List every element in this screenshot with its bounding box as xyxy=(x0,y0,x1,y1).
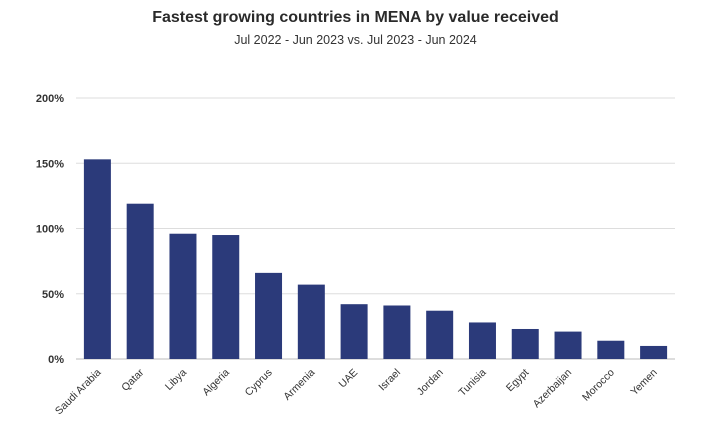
x-tick-label: Algeria xyxy=(200,367,232,399)
bar-saudi-arabia xyxy=(83,159,111,359)
bar-libya xyxy=(169,233,197,359)
bar-cyprus xyxy=(255,272,283,359)
y-tick-label: 200% xyxy=(36,93,64,105)
y-tick-label: 150% xyxy=(36,158,64,170)
x-tick-label: Jordan xyxy=(415,367,446,398)
bar-qatar xyxy=(126,203,154,359)
bar-jordan xyxy=(426,310,454,359)
bar-algeria xyxy=(212,235,240,359)
x-tick-label: UAE xyxy=(336,367,360,391)
bar-israel xyxy=(383,305,411,359)
chart-subtitle: Jul 2022 - Jun 2023 vs. Jul 2023 - Jun 2… xyxy=(234,33,477,47)
chart-title: Fastest growing countries in MENA by val… xyxy=(152,9,559,26)
x-tick-label: Azerbaijan xyxy=(531,367,575,411)
bar-uae xyxy=(340,304,368,359)
x-tick-label: Israel xyxy=(376,367,403,394)
bar-egypt xyxy=(511,328,539,359)
bar-yemen xyxy=(640,345,668,359)
x-tick-label: Qatar xyxy=(119,366,146,393)
x-tick-label: Cyprus xyxy=(243,367,275,399)
y-tick-label: 50% xyxy=(42,289,64,301)
x-tick-label: Egypt xyxy=(504,367,532,395)
y-tick-label: 100% xyxy=(36,224,64,236)
bar-morocco xyxy=(597,340,625,359)
bar-azerbaijan xyxy=(554,331,582,359)
x-tick-label: Tunisia xyxy=(456,367,488,399)
x-tick-label: Morocco xyxy=(580,367,617,404)
x-tick-label: Yemen xyxy=(628,367,659,398)
bar-tunisia xyxy=(468,322,496,359)
x-tick-label: Saudi Arabia xyxy=(53,367,104,418)
bar-armenia xyxy=(297,284,325,359)
x-tick-label: Libya xyxy=(163,367,189,393)
y-tick-label: 0% xyxy=(48,354,64,366)
x-tick-label: Armenia xyxy=(281,367,317,403)
